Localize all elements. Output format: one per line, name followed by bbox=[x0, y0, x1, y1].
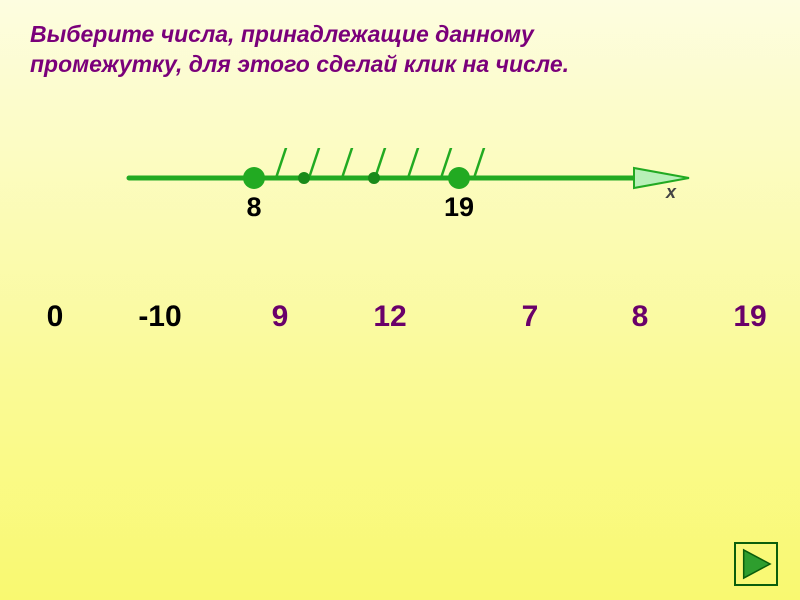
play-icon bbox=[734, 542, 778, 586]
endpoint-label: 8 bbox=[246, 192, 261, 223]
number-line-svg: x bbox=[124, 148, 714, 228]
choice-number[interactable]: -10 bbox=[138, 300, 181, 334]
choice-number[interactable]: 19 bbox=[733, 300, 766, 334]
choice-number[interactable]: 7 bbox=[522, 300, 539, 334]
choice-number[interactable]: 9 bbox=[272, 300, 289, 334]
axis-label: x bbox=[665, 182, 677, 202]
choice-number[interactable]: 8 bbox=[632, 300, 649, 334]
next-button[interactable] bbox=[734, 542, 778, 586]
number-line: x 8 19 bbox=[124, 148, 714, 228]
instruction-text: Выберите числа, принадлежащие данному пр… bbox=[30, 20, 569, 80]
choice-number[interactable]: 12 bbox=[373, 300, 406, 334]
choice-number[interactable]: 0 bbox=[47, 300, 64, 334]
endpoint-label: 19 bbox=[444, 192, 474, 223]
